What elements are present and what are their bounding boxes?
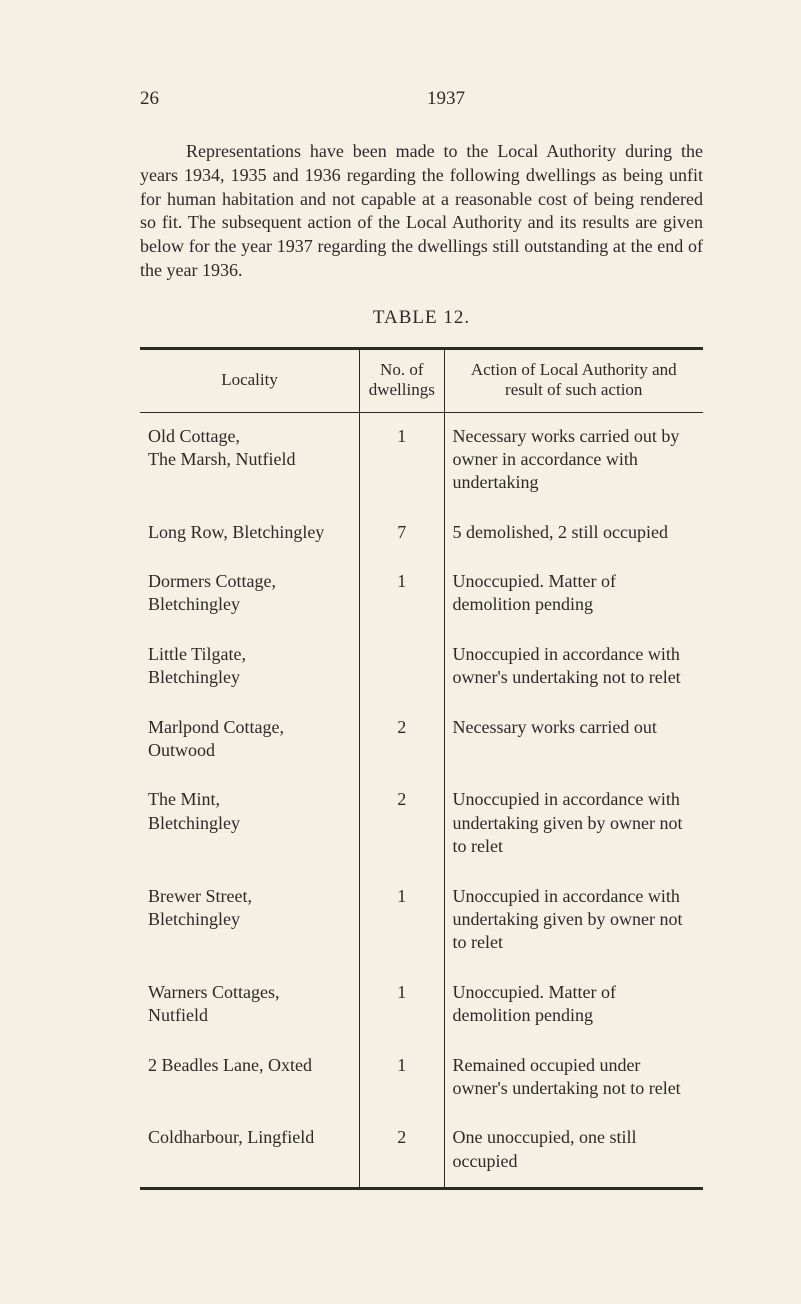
cell-action: Unoccupied. Matter of demolition pending	[444, 969, 703, 1042]
cell-action: Unoccupied in accordance with undertakin…	[444, 873, 703, 969]
table-row: The Mint,Bletchingley 2 Unoccupied in ac…	[140, 776, 703, 872]
table-row: Marlpond Cottage,Outwood 2 Necessary wor…	[140, 704, 703, 777]
cell-action: Unoccupied. Matter of demolition pending	[444, 558, 703, 631]
cell-locality: Little Tilgate,Bletchingley	[140, 631, 360, 704]
cell-no: 1	[360, 969, 444, 1042]
cell-action: Necessary works carried out by owner in …	[444, 412, 703, 509]
col-header-action: Action of Local Authority and result of …	[444, 348, 703, 412]
cell-no: 2	[360, 776, 444, 872]
table-row: Warners Cottages,Nutfield 1 Unoccupied. …	[140, 969, 703, 1042]
cell-locality: Coldharbour, Lingfield	[140, 1114, 360, 1188]
cell-locality: Marlpond Cottage,Outwood	[140, 704, 360, 777]
table-header-row: Locality No. of dwellings Action of Loca…	[140, 348, 703, 412]
dwellings-table: Locality No. of dwellings Action of Loca…	[140, 347, 703, 1191]
table-row: Old Cottage,The Marsh, Nutfield 1 Necess…	[140, 412, 703, 509]
table-row: Coldharbour, Lingfield 2 One unoccupied,…	[140, 1114, 703, 1188]
col-header-locality: Locality	[140, 348, 360, 412]
cell-action: Unoccupied in accordance with owner's un…	[444, 631, 703, 704]
cell-locality: 2 Beadles Lane, Oxted	[140, 1042, 360, 1115]
page-number: 26	[140, 88, 159, 110]
cell-action: Necessary works carried out	[444, 704, 703, 777]
cell-action: Remained occupied under owner's undertak…	[444, 1042, 703, 1115]
cell-action: One unoccupied, one still occupied	[444, 1114, 703, 1188]
page-year: 1937	[427, 88, 465, 110]
page-header: 26 1937	[140, 88, 703, 110]
cell-no: 2	[360, 704, 444, 777]
cell-locality: Brewer Street,Bletchingley	[140, 873, 360, 969]
table-row: 2 Beadles Lane, Oxted 1 Remained occupie…	[140, 1042, 703, 1115]
cell-no: 1	[360, 1042, 444, 1115]
table-row: Little Tilgate,Bletchingley Unoccupied i…	[140, 631, 703, 704]
cell-no: 7	[360, 509, 444, 558]
cell-locality: Warners Cottages,Nutfield	[140, 969, 360, 1042]
cell-locality: The Mint,Bletchingley	[140, 776, 360, 872]
cell-locality: Dormers Cottage,Bletchingley	[140, 558, 360, 631]
cell-locality: Long Row, Bletchingley	[140, 509, 360, 558]
table-body: Old Cottage,The Marsh, Nutfield 1 Necess…	[140, 412, 703, 1189]
cell-no: 2	[360, 1114, 444, 1188]
cell-no: 1	[360, 412, 444, 509]
cell-no: 1	[360, 558, 444, 631]
page: 26 1937 Representations have been made t…	[0, 0, 801, 1304]
table-row: Long Row, Bletchingley 7 5 demolished, 2…	[140, 509, 703, 558]
table-row: Dormers Cottage,Bletchingley 1 Unoccupie…	[140, 558, 703, 631]
cell-no	[360, 631, 444, 704]
cell-no: 1	[360, 873, 444, 969]
table-title: TABLE 12.	[140, 307, 703, 329]
cell-action: 5 demolished, 2 still occupied	[444, 509, 703, 558]
table-row: Brewer Street,Bletchingley 1 Unoccupied …	[140, 873, 703, 969]
cell-action: Unoccupied in accordance with undertakin…	[444, 776, 703, 872]
col-header-no: No. of dwellings	[360, 348, 444, 412]
intro-paragraph: Representations have been made to the Lo…	[140, 140, 703, 283]
cell-locality: Old Cottage,The Marsh, Nutfield	[140, 412, 360, 509]
